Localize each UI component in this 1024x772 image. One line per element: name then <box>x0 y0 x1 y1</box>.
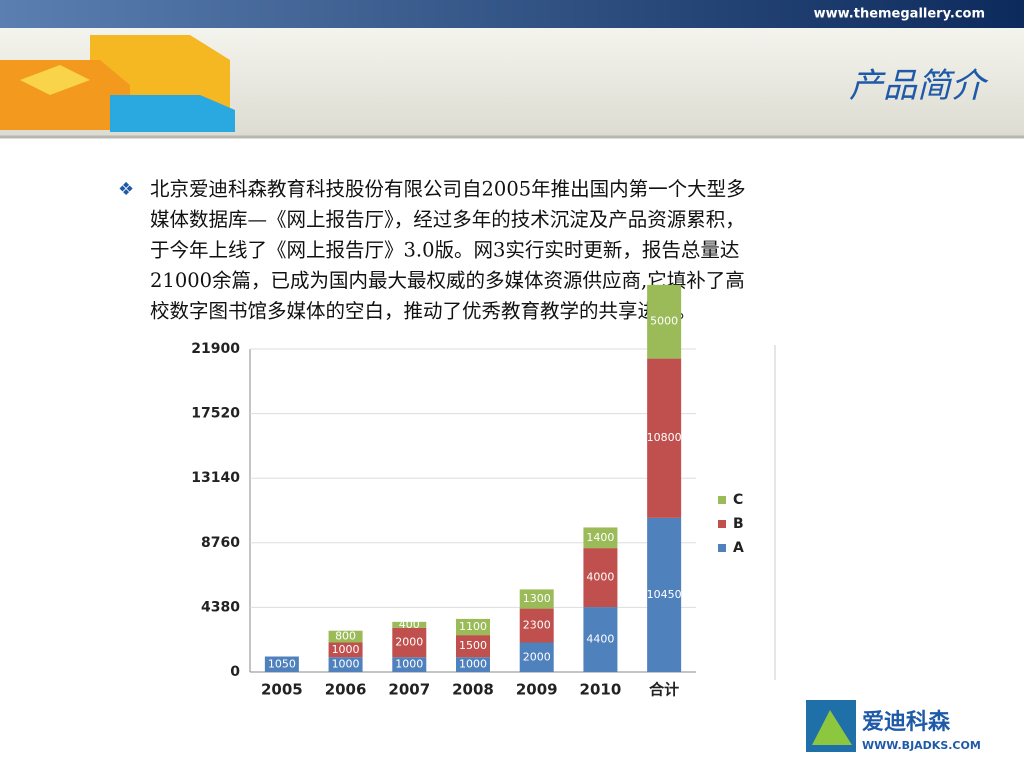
y-tick-label: 17520 <box>191 406 240 422</box>
y-tick-label: 0 <box>230 664 240 680</box>
logo-url: WWW.BJADKS.COM <box>862 739 981 752</box>
bar-segment <box>392 627 427 658</box>
x-tick-label: 2010 <box>580 681 622 699</box>
body-line: 媒体数据库—《网上报告厅》，经过多年的技术沉淀及产品资源累积， <box>150 208 745 231</box>
data-label: 5000 <box>650 315 678 328</box>
site-url: www.themegallery.com <box>814 7 985 22</box>
bar-segment <box>328 657 363 672</box>
bar-segment <box>583 607 618 672</box>
bar-segment <box>456 657 490 672</box>
legend-label: C <box>733 492 743 508</box>
bar-segment <box>647 284 682 359</box>
legend-label: A <box>733 540 744 556</box>
bar-segment <box>519 608 554 643</box>
x-tick-label: 2007 <box>388 681 430 699</box>
data-label: 400 <box>399 618 420 631</box>
bar-segment <box>264 656 299 672</box>
bar-segment <box>519 642 554 672</box>
x-tick-label: 2009 <box>516 681 558 699</box>
bar-segment <box>392 657 427 672</box>
x-tick-label: 合计 <box>648 681 679 699</box>
data-label: 10800 <box>647 431 682 444</box>
x-tick-label: 2005 <box>261 681 303 699</box>
y-tick-label: 21900 <box>191 341 240 357</box>
bullet: ❖ <box>118 179 134 200</box>
bar-segment <box>583 527 618 549</box>
data-label: 2000 <box>395 636 423 649</box>
data-label: 800 <box>335 630 356 643</box>
bar-segment <box>647 517 682 672</box>
bar-segment <box>328 630 363 643</box>
data-label: 10450 <box>647 588 682 601</box>
legend-label: B <box>733 516 744 532</box>
data-label: 1050 <box>268 657 296 670</box>
data-label: 1000 <box>332 643 360 656</box>
body-line: 北京爱迪科森教育科技股份有限公司自2005年推出国内第一个大型多 <box>150 178 746 201</box>
legend-swatch <box>718 544 726 552</box>
legend-swatch <box>718 496 726 504</box>
bar-segment <box>328 642 363 658</box>
data-label: 4000 <box>586 571 614 584</box>
data-label: 1100 <box>459 620 487 633</box>
cubes <box>0 35 235 132</box>
y-tick-label: 13140 <box>191 470 240 486</box>
data-label: 1300 <box>523 592 551 605</box>
data-label: 4400 <box>586 633 614 646</box>
top-bar <box>0 0 1024 28</box>
logo-name: 爱迪科森 <box>862 709 951 735</box>
data-label: 1500 <box>459 639 487 652</box>
slide-title: 产品简介 <box>849 66 989 106</box>
data-label: 2000 <box>523 650 551 663</box>
x-tick-label: 2008 <box>452 681 494 699</box>
data-label: 2300 <box>523 619 551 632</box>
x-tick-label: 2006 <box>325 681 367 699</box>
data-label: 1000 <box>395 658 423 671</box>
bar-segment <box>456 635 490 658</box>
body-line: 21000余篇，已成为国内最大最权威的多媒体资源供应商,它填补了高 <box>150 269 745 292</box>
bar-segment <box>647 358 682 518</box>
y-tick-label: 4380 <box>201 599 240 615</box>
data-label: 1400 <box>586 531 614 544</box>
body-line: 校数字图书馆多媒体的空白，推动了优秀教育教学的共享进程。 <box>150 300 696 323</box>
bar-segment <box>456 618 490 636</box>
logo <box>806 700 856 752</box>
data-label: 1000 <box>332 658 360 671</box>
bar-segment <box>583 548 618 608</box>
data-label: 1000 <box>459 658 487 671</box>
legend-swatch <box>718 520 726 528</box>
body-line: 于今年上线了《网上报告厅》3.0版。网3实行实时更新，报告总量达 <box>150 239 739 262</box>
y-tick-label: 8760 <box>201 535 240 551</box>
bar-segment <box>519 589 554 609</box>
bar-segment <box>392 621 427 628</box>
